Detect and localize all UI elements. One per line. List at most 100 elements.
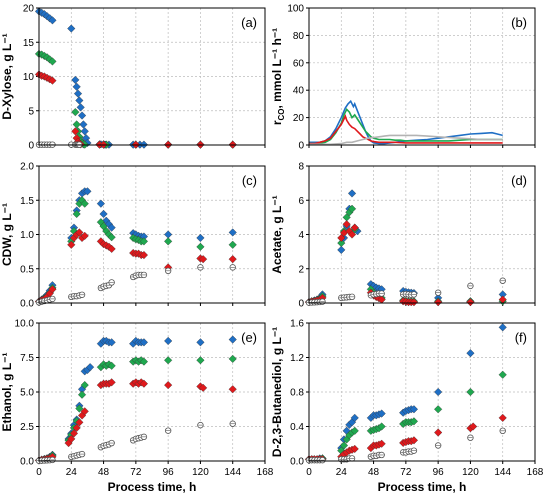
y-tick-label: 1.2: [290, 353, 304, 364]
data-point: [80, 381, 89, 390]
y-tick-label: 0.8: [290, 388, 304, 399]
plot-area: [309, 8, 535, 145]
data-point: [434, 298, 443, 307]
data-point: [48, 57, 57, 66]
y-tick-label: 40: [293, 86, 305, 97]
data-point: [228, 354, 237, 363]
data-point: [77, 111, 87, 120]
data-point: [71, 127, 80, 136]
data-point: [377, 422, 386, 431]
y-axis-title: CDW, g L⁻¹: [0, 203, 14, 266]
y-tick-label: 8: [298, 162, 304, 173]
panel-label: (e): [241, 330, 257, 345]
y-tick-label: 2: [298, 264, 304, 275]
y-tick-label: 5: [28, 106, 34, 117]
data-point: [164, 356, 173, 365]
x-tick-label: 48: [98, 467, 110, 478]
data-point: [139, 338, 149, 347]
y-tick-label: 2.5: [20, 422, 34, 433]
data-point: [67, 434, 76, 444]
y-axis-title: Ethanol, g L⁻¹: [0, 353, 14, 432]
data-point: [107, 378, 116, 387]
x-tick-label: 24: [336, 467, 348, 478]
plot-frame: [38, 322, 266, 462]
data-point: [72, 82, 81, 91]
x-axis-title: Process time, h: [378, 480, 467, 494]
y-tick-label: 20: [293, 113, 305, 124]
data-point: [196, 233, 205, 243]
x-tick-label: 0: [306, 467, 312, 478]
data-point: [199, 255, 208, 264]
data-point: [139, 379, 149, 388]
x-tick-label: 72: [400, 467, 412, 478]
data-point: [72, 120, 81, 129]
data-point: [107, 223, 116, 232]
data-point: [80, 407, 89, 416]
panel-label: (c): [242, 173, 257, 188]
data-point: [107, 233, 116, 242]
x-tick-label: 96: [163, 467, 175, 478]
data-point: [196, 242, 205, 251]
y-tick-label: 6: [298, 196, 304, 207]
plot-frame: [308, 322, 536, 462]
data-point: [67, 240, 76, 249]
y-tick-label: 0: [298, 141, 304, 152]
data-point: [96, 199, 105, 208]
data-point: [498, 370, 507, 379]
x-tick-label: 72: [130, 467, 142, 478]
data-point: [228, 335, 237, 344]
y-tick-label: 0.0: [290, 457, 304, 468]
data-point: [350, 444, 359, 454]
data-point: [86, 363, 95, 372]
data-point: [139, 250, 149, 260]
plot-frame: [308, 7, 536, 146]
data-point: [199, 383, 208, 392]
y-tick-label: 0: [298, 299, 304, 310]
data-point: [350, 426, 359, 435]
data-point: [434, 405, 443, 414]
data-point: [466, 387, 475, 397]
data-point: [77, 390, 87, 399]
data-point: [107, 244, 116, 253]
y-tick-label: 0.4: [290, 422, 304, 433]
y-tick-label: 80: [293, 31, 305, 42]
panel-f: 0 24 48 72 96 120 144 168 0.0 0.4 0.8 1.2 1.6 (f) D-2,…: [270, 319, 544, 495]
data-point: [99, 209, 108, 219]
data-point: [409, 417, 419, 426]
x-tick-label: 144: [224, 467, 241, 478]
data-point: [69, 429, 79, 438]
data-point: [434, 387, 443, 397]
data-point: [67, 24, 76, 33]
data-point: [80, 199, 89, 208]
y-tick-label: 0: [28, 141, 34, 152]
data-point: [80, 127, 89, 136]
panel-e: 0 24 48 72 96 120 144 168 0.0 2.5 5.0 7.5 10.0 (e) Eth…: [0, 319, 274, 495]
plot-frame: [38, 165, 266, 304]
y-tick-label: 0.5: [20, 264, 34, 275]
panel-label: (d): [511, 173, 527, 188]
y-axis-title: rCO, mmol L⁻¹ h⁻¹: [270, 28, 286, 125]
x-tick-label: 120: [462, 467, 479, 478]
panel-b: 0 20 40 60 80 100 (b) rCO, mmol L⁻¹ h⁻¹: [270, 4, 536, 152]
panel-c: 0.0 0.5 1.0 1.5 2.0 (c) CDW, g L⁻¹: [0, 162, 266, 310]
data-point: [339, 441, 349, 450]
x-tick-label: 0: [36, 467, 42, 478]
data-point: [71, 108, 80, 117]
data-point: [377, 439, 386, 448]
data-point: [75, 404, 84, 413]
data-point: [72, 209, 81, 219]
x-tick-label: 48: [368, 467, 380, 478]
data-point: [75, 418, 84, 427]
data-point: [342, 220, 351, 229]
y-tick-label: 5.0: [20, 388, 34, 399]
data-point: [107, 361, 116, 370]
x-tick-label: 24: [66, 467, 78, 478]
y-tick-label: 0.0: [20, 299, 34, 310]
data-point: [469, 422, 478, 431]
series-line-gray: [309, 134, 503, 145]
data-point: [48, 76, 57, 85]
data-point: [347, 189, 357, 198]
data-point: [350, 413, 359, 422]
data-point: [196, 356, 205, 365]
